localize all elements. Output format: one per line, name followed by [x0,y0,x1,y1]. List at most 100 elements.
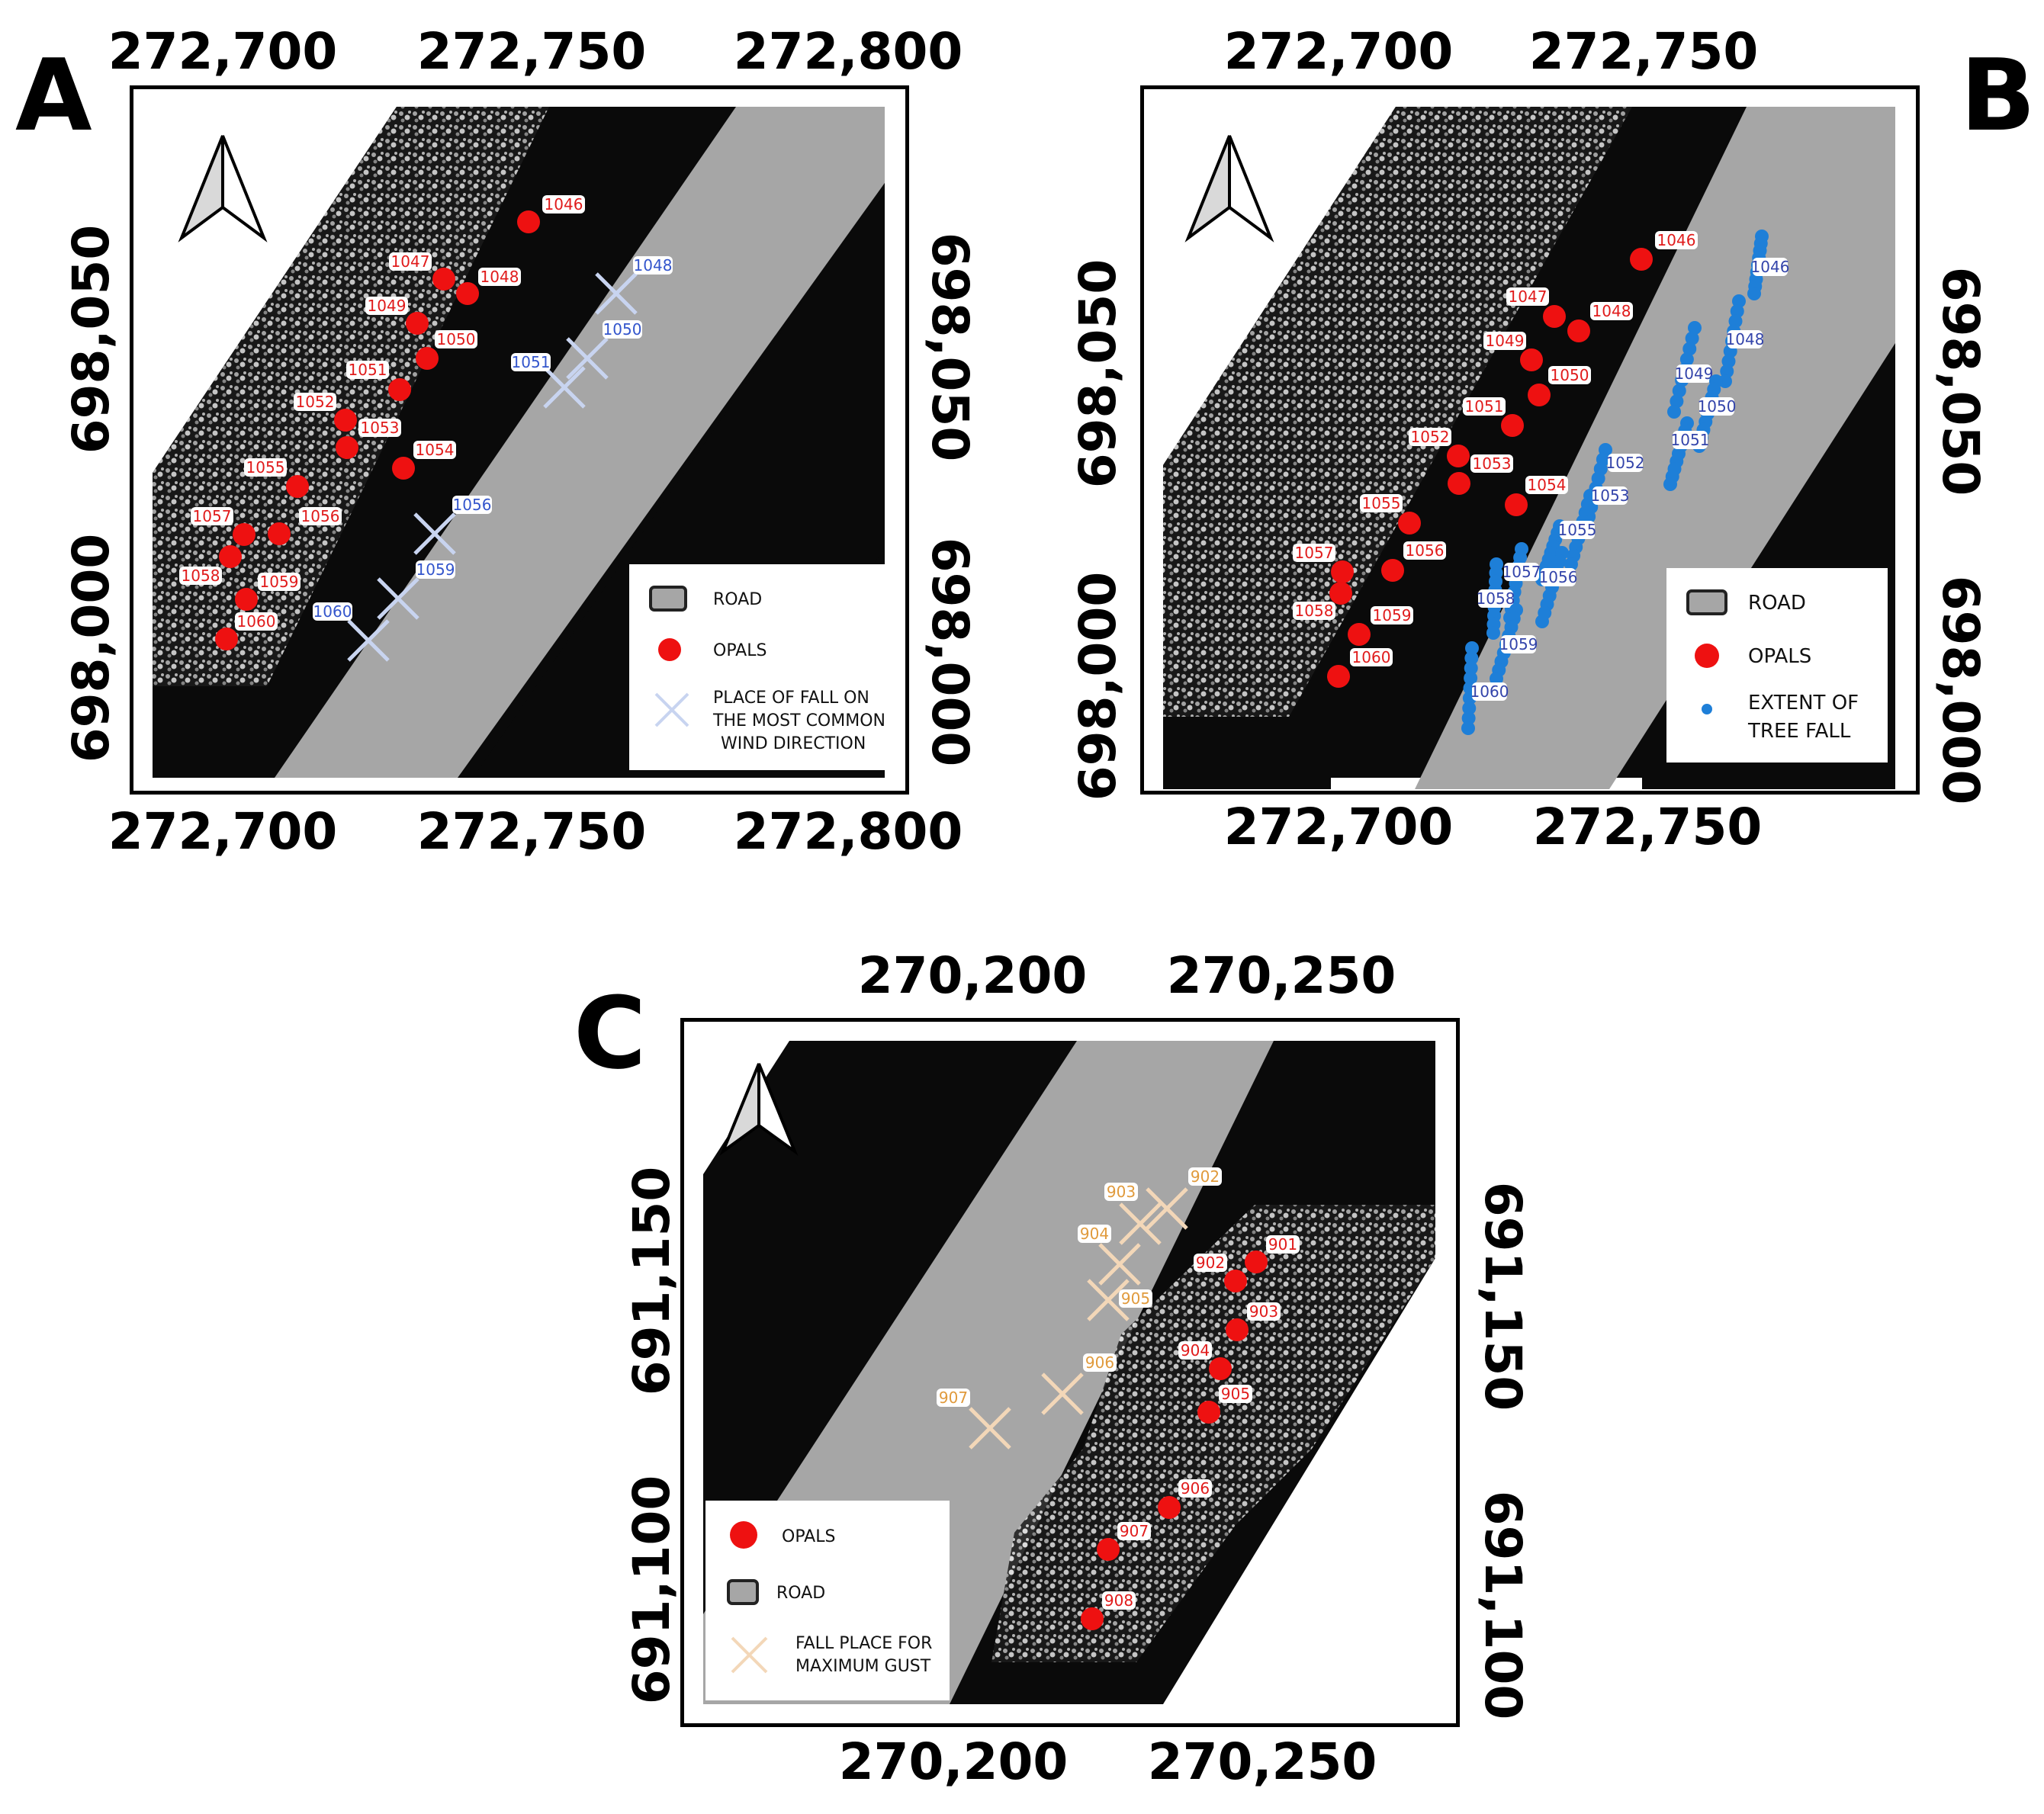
b-opal-label-1060: 1060 [1350,648,1393,666]
c-fall-906 [1041,1373,1084,1415]
b-extent-label-1055: 1055 [1558,521,1596,539]
svg-text:1053: 1053 [361,419,400,437]
svg-text:1047: 1047 [1509,287,1547,306]
c-legend-road-swatch [727,1579,759,1605]
c-fall-label-903: 903 [1104,1183,1138,1201]
c-opal-902 [1224,1270,1247,1292]
b-opal-1047 [1543,305,1566,328]
a-opal-1046 [517,210,540,233]
svg-text:906: 906 [1181,1479,1210,1498]
svg-text:1060: 1060 [1352,648,1391,666]
b-extent-label-1048: 1048 [1726,330,1765,348]
a-fall-label-1060: 1060 [313,602,352,621]
svg-text:1049: 1049 [1486,332,1525,350]
svg-text:1049: 1049 [368,297,407,315]
b-extent-label-1058: 1058 [1477,589,1515,608]
a-opal-label-1060: 1060 [235,612,278,631]
c-opal-908 [1081,1607,1104,1630]
c-x-bottom-tick-2: 270,250 [1147,1732,1377,1791]
b-opal-1055 [1398,512,1421,535]
a-fall-1050 [566,337,609,380]
a-legend-road-swatch [649,586,687,612]
b-extent-label-1059: 1059 [1499,635,1538,653]
a-opal-label-1054: 1054 [413,441,456,459]
b-legend-road-label: ROAD [1748,592,1806,615]
a-opal-label-1048: 1048 [478,268,521,286]
a-opal-label-1050: 1050 [435,330,477,348]
b-opal-1058 [1329,582,1352,605]
c-fall-label-902: 902 [1188,1167,1222,1186]
c-legend-gust-label-1: FALL PLACE FOR [795,1634,932,1653]
svg-text:1058: 1058 [1477,589,1515,608]
svg-text:1050: 1050 [603,320,642,339]
b-opal-label-1048: 1048 [1590,302,1633,320]
b-opal-label-1051: 1051 [1463,397,1506,416]
a-fall-1048 [595,272,638,315]
a-x-top-tick-2: 272,750 [416,22,647,81]
a-x-bottom-tick-1: 272,700 [108,802,338,861]
c-opal-label-901: 901 [1266,1235,1300,1254]
panel-letter-a: A [15,37,92,153]
svg-text:1049: 1049 [1675,364,1714,383]
svg-text:1046: 1046 [1657,231,1696,249]
a-opal-1058 [219,545,242,568]
a-x-bottom-tick-3: 272,800 [733,802,963,861]
a-legend: ROAD OPALS PLACE OF FALL ON THE MOST COM… [629,564,896,770]
a-fall-1060 [347,619,390,662]
c-opal-907 [1097,1538,1120,1561]
svg-text:1056: 1056 [301,507,340,525]
c-fall-label-904: 904 [1078,1225,1111,1243]
a-legend-fall-label-2: THE MOST COMMON [712,711,885,730]
svg-text:1056: 1056 [453,496,492,514]
b-extent-label-1049: 1049 [1675,364,1714,383]
b-opal-1056 [1381,559,1404,582]
b-extent-label-1053: 1053 [1591,486,1630,505]
svg-text:1060: 1060 [313,602,352,621]
svg-text:1048: 1048 [1726,330,1765,348]
b-opal-1057 [1331,560,1354,583]
svg-text:907: 907 [1120,1522,1149,1540]
svg-text:908: 908 [1104,1591,1133,1610]
svg-text:1050: 1050 [1551,366,1589,384]
svg-text:1051: 1051 [1671,431,1710,449]
b-opal-label-1049: 1049 [1483,332,1526,350]
a-x-top-tick-1: 272,700 [108,22,338,81]
b-x-bottom-tick-1: 272,700 [1223,798,1454,856]
a-opal-1048 [456,282,479,305]
b-opal-1051 [1501,414,1524,437]
b-opal-label-1053: 1053 [1470,454,1513,473]
a-opal-label-1056: 1056 [299,507,342,525]
svg-text:902: 902 [1196,1254,1225,1272]
b-opal-label-1058: 1058 [1293,602,1335,620]
svg-text:1052: 1052 [1411,428,1450,446]
b-x-bottom-tick-2: 272,750 [1532,798,1763,856]
b-opal-label-1046: 1046 [1655,231,1698,249]
b-opal-1053 [1448,472,1470,495]
svg-text:907: 907 [939,1389,968,1407]
a-opal-label-1049: 1049 [365,297,408,315]
svg-text:1053: 1053 [1591,486,1630,505]
svg-text:1060: 1060 [237,612,276,631]
c-fall-905 [1087,1279,1130,1321]
c-legend-road-label: ROAD [776,1584,825,1603]
b-opal-1059 [1348,623,1371,646]
a-opal-1057 [233,523,256,546]
c-opal-label-908: 908 [1102,1591,1136,1610]
a-x-top-tick-3: 272,800 [733,22,963,81]
c-opal-label-907: 907 [1117,1522,1151,1540]
svg-text:1054: 1054 [1528,476,1567,494]
a-road [275,107,885,778]
svg-text:1059: 1059 [1499,635,1538,653]
a-x-bottom-tick-2: 272,750 [416,802,647,861]
panel-c-map: 902 903 904 905 906 907 901 902 903 904 905 906 907… [680,1018,1460,1727]
c-legend-gust-icon [731,1636,768,1674]
c-opal-label-903: 903 [1247,1302,1281,1321]
b-extent-label-1056: 1056 [1539,568,1577,586]
svg-text:1048: 1048 [634,256,673,275]
c-fall-907 [969,1407,1011,1450]
b-extent-label-1060: 1060 [1470,682,1509,701]
a-fall-label-1051: 1051 [511,353,551,371]
b-opal-label-1056: 1056 [1403,541,1446,560]
a-legend-opals-label: OPALS [713,641,766,660]
a-opal-1055 [286,475,309,498]
